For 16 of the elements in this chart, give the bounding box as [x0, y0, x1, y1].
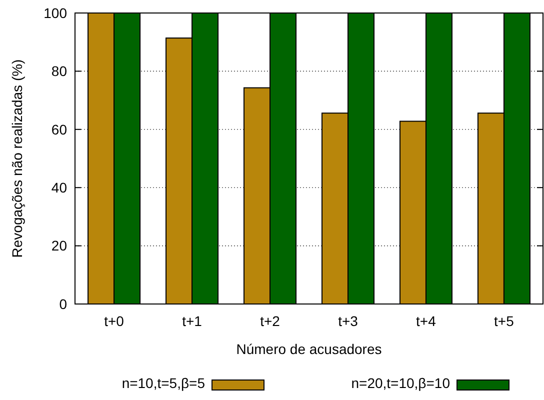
x-tick-label: t+2 — [260, 313, 280, 329]
y-tick-label: 0 — [59, 296, 68, 312]
x-axis-title: Número de acusadores — [236, 341, 382, 357]
x-tick-label: t+5 — [494, 313, 514, 329]
x-tick-label: t+1 — [182, 313, 202, 329]
y-tick-label: 60 — [51, 121, 68, 138]
y-tick-label: 40 — [51, 180, 68, 196]
legend-label: n=10,t=5,β=5 — [122, 375, 206, 391]
legend-label: n=20,t=10,β=10 — [351, 375, 450, 391]
x-tick-label: t+3 — [338, 313, 358, 329]
y-tick-label: 100 — [44, 4, 68, 21]
y-axis-title: Revogações não realizadas (%) — [9, 59, 25, 258]
y-tick-label: 20 — [51, 238, 68, 254]
y-tick-label: 80 — [51, 63, 68, 80]
x-tick-label: t+0 — [104, 313, 124, 329]
x-tick-label: t+4 — [416, 313, 436, 329]
